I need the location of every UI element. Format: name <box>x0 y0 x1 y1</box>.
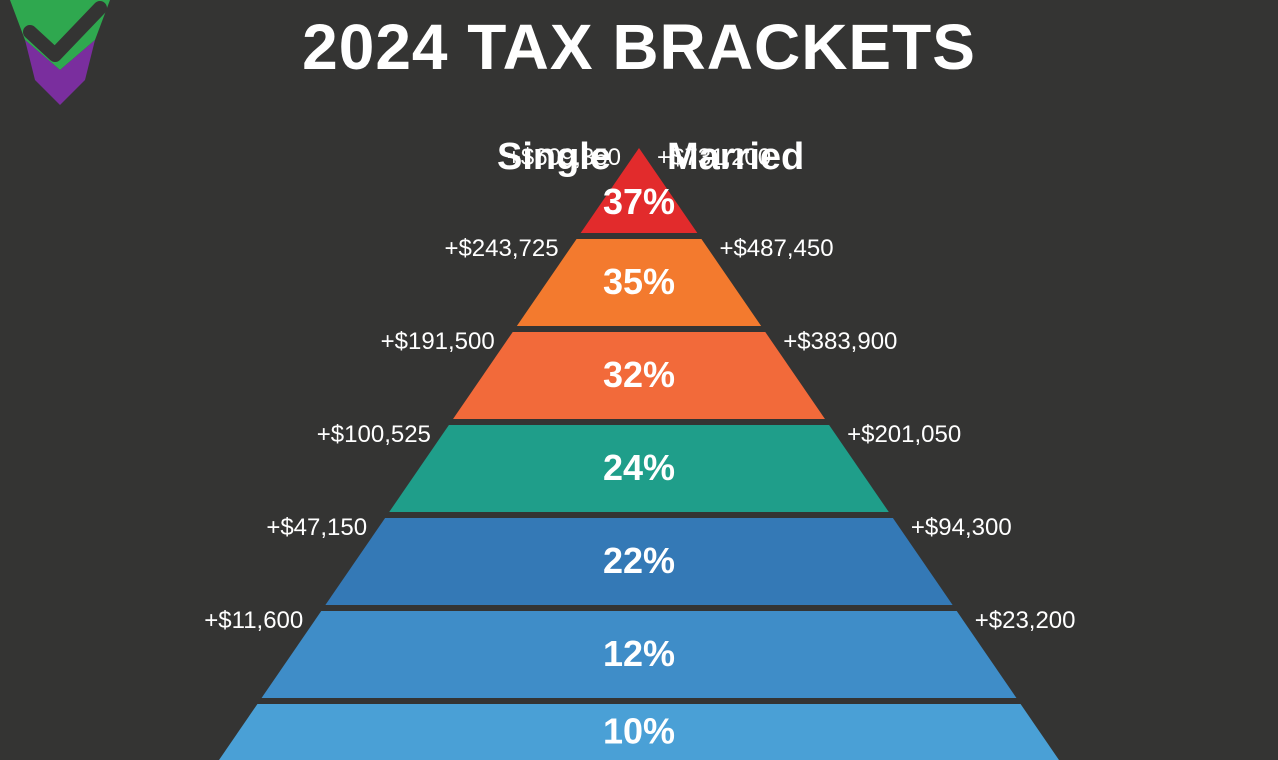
threshold-married: +$23,200 <box>975 607 1076 635</box>
bracket-rate-label: 22% <box>603 540 675 581</box>
bracket-rate-label: 32% <box>603 354 675 395</box>
bracket-rate-label: 12% <box>603 633 675 674</box>
threshold-married: +$731,200 <box>657 144 771 172</box>
threshold-single: +$100,525 <box>317 421 431 449</box>
threshold-married: +$201,050 <box>847 421 961 449</box>
bracket-rate-label: 10% <box>603 711 675 752</box>
threshold-single: +$243,725 <box>444 235 558 263</box>
threshold-single: +$191,500 <box>381 328 495 356</box>
threshold-married: +$487,450 <box>719 235 833 263</box>
bracket-rate-label: 35% <box>603 261 675 302</box>
bracket-rate-label: 24% <box>603 447 675 488</box>
threshold-single: +$47,150 <box>266 514 367 542</box>
threshold-married: +$94,300 <box>911 514 1012 542</box>
infographic-stage: 2024 TAX BRACKETS Single Married 37%35%3… <box>0 0 1278 760</box>
bracket-rate-label: 37% <box>603 181 675 222</box>
tax-bracket-pyramid-chart: 37% 35% 32% 24% 22% 12% 10% <box>0 0 1278 760</box>
threshold-married: +$383,900 <box>783 328 897 356</box>
threshold-single: +$11,600 <box>204 607 303 635</box>
threshold-single: +$609,350 <box>507 144 621 172</box>
